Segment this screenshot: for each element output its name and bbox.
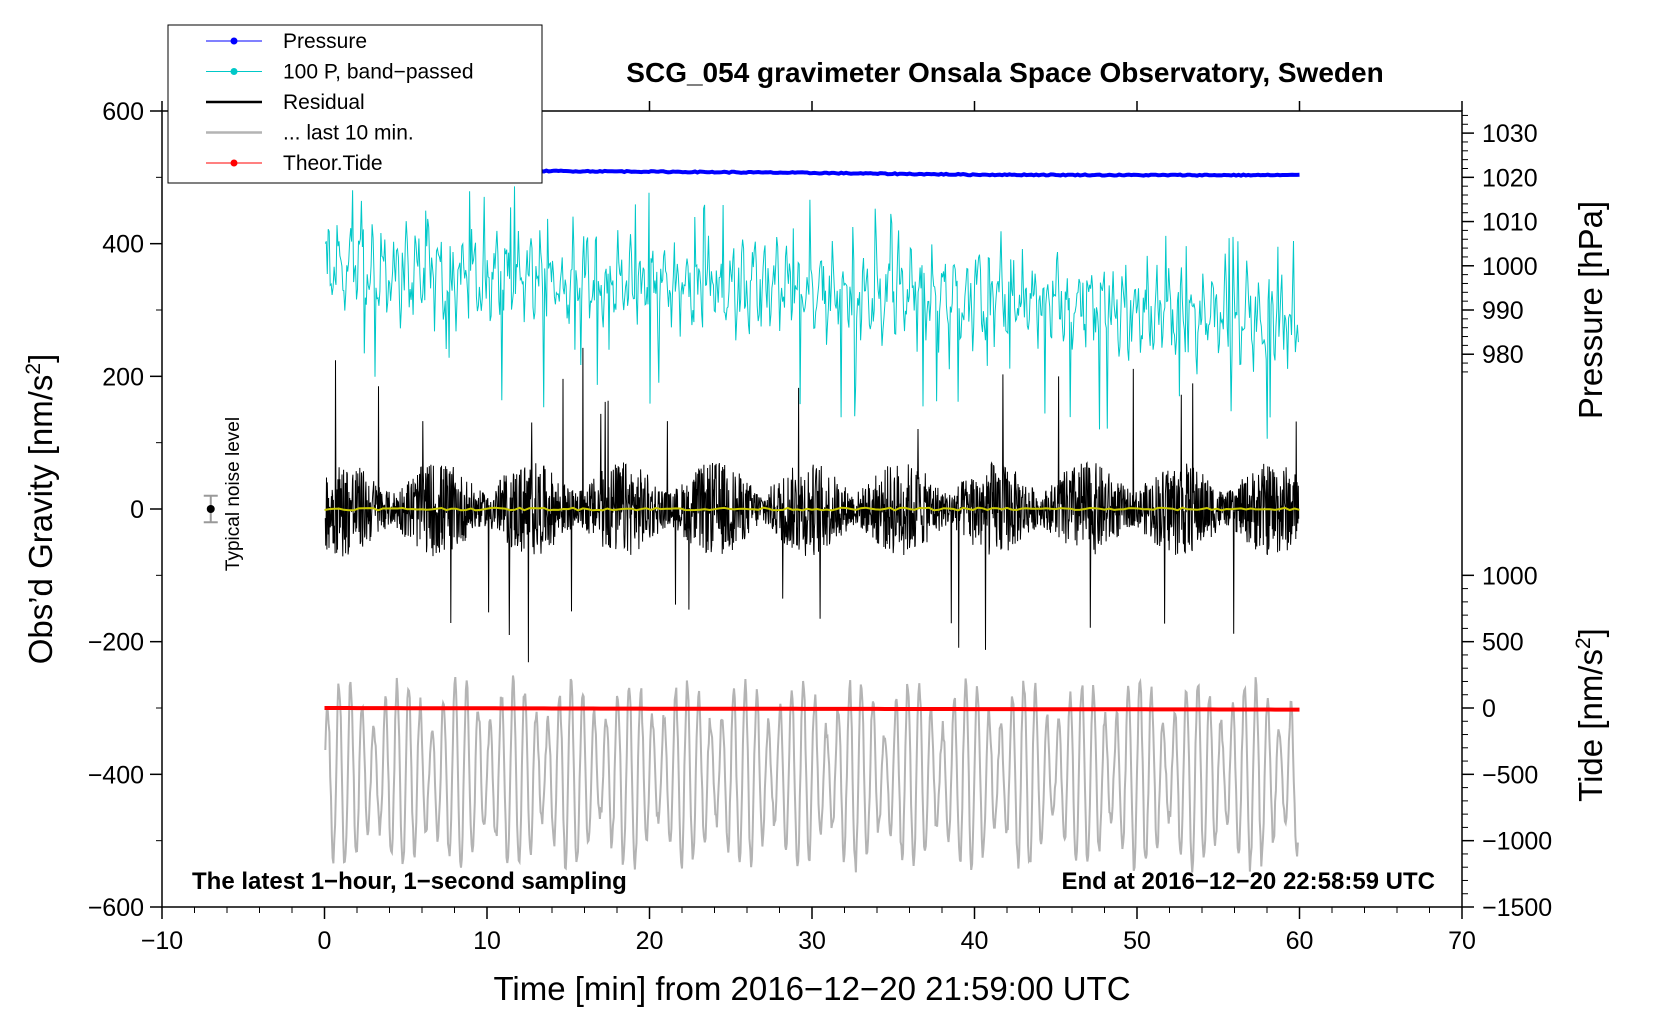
x-tick-label: 30 — [798, 927, 826, 955]
y-axis-label-close: ] — [22, 354, 59, 363]
y-axis-label: Obs’d Gravity [nm/s2] — [22, 354, 59, 665]
legend-marker — [230, 37, 238, 45]
plot-series — [324, 166, 1300, 873]
annotation-end-time: End at 2016−12−20 22:58:59 UTC — [1061, 868, 1435, 895]
pressure-axis-label: Pressure [hPa] — [1572, 201, 1609, 419]
pressure-tick-label: 1010 — [1482, 209, 1538, 237]
pressure-tick-label: 1020 — [1482, 164, 1538, 192]
legend-marker — [230, 159, 238, 167]
tide-tick-label: 0 — [1482, 695, 1496, 723]
x-tick-label: 20 — [636, 927, 664, 955]
tide-axis-label-main: Tide [nm/s — [1572, 649, 1609, 802]
noise-label: Typical noise level — [223, 417, 244, 571]
legend-marker — [230, 68, 238, 75]
legend-box — [167, 24, 543, 184]
tide-axis-label-close: ] — [1572, 628, 1609, 637]
y-axis-label-main: Obs’d Gravity [nm/s — [22, 375, 59, 665]
last-10-min-line — [324, 675, 1299, 873]
y-tick-label: 400 — [102, 231, 144, 259]
tide-tick-label: −1500 — [1482, 894, 1552, 922]
y-tick-label: 600 — [102, 98, 144, 126]
tide-tick-label: 500 — [1482, 629, 1524, 657]
x-tick-label: 60 — [1286, 927, 1314, 955]
bandpassed-pressure-line — [324, 186, 1299, 439]
y-axis-label-sup: 2 — [22, 363, 45, 375]
annotation-sampling: The latest 1−hour, 1−second sampling — [192, 868, 627, 895]
x-tick-label: 10 — [473, 927, 501, 955]
legend-label: Residual — [283, 91, 365, 114]
legend-label: 100 P, band−passed — [283, 61, 474, 84]
x-tick-label: 50 — [1123, 927, 1151, 955]
tide-tick-label: −1000 — [1482, 828, 1552, 856]
noise-marker: Typical noise level — [203, 417, 244, 571]
y-tick-label: −400 — [88, 761, 144, 789]
x-tick-label: 0 — [318, 927, 332, 955]
axes: −10 0 10 20 30 40 50 60 70−600−400−2000200400600… — [88, 98, 1553, 955]
pressure-tick-label: 980 — [1482, 341, 1524, 369]
x-tick-label: −10 — [141, 927, 183, 955]
y-tick-label: 200 — [102, 363, 144, 391]
legend-label: Pressure — [283, 30, 367, 53]
y-tick-label: −600 — [88, 894, 144, 922]
y-tick-label: −200 — [88, 629, 144, 657]
tide-axis-label: Tide [nm/s2] — [1572, 628, 1609, 802]
theoretical-tide-line — [324, 706, 1300, 712]
tide-tick-label: −500 — [1482, 761, 1538, 789]
pressure-tick-label: 1000 — [1482, 253, 1538, 281]
x-axis-label: Time [min] from 2016−12−20 21:59:00 UTC — [493, 970, 1130, 1007]
legend-label: ... last 10 min. — [283, 122, 414, 145]
pressure-tick-label: 990 — [1482, 297, 1524, 325]
noise-marker-dot — [206, 505, 215, 513]
legend-label: Theor.Tide — [283, 152, 383, 175]
chart-title: SCG_054 gravimeter Onsala Space Observat… — [626, 57, 1383, 88]
y-tick-label: 0 — [130, 496, 144, 524]
residual-smoothed-line — [324, 506, 1300, 512]
x-tick-label: 70 — [1448, 927, 1476, 955]
tide-axis-label-sup: 2 — [1572, 637, 1595, 649]
tide-tick-label: 1000 — [1482, 562, 1538, 590]
pressure-tick-label: 1030 — [1482, 120, 1538, 148]
legend: Pressure 100 P, band−passed Residual ... la… — [167, 24, 543, 184]
x-tick-label: 40 — [961, 927, 989, 955]
